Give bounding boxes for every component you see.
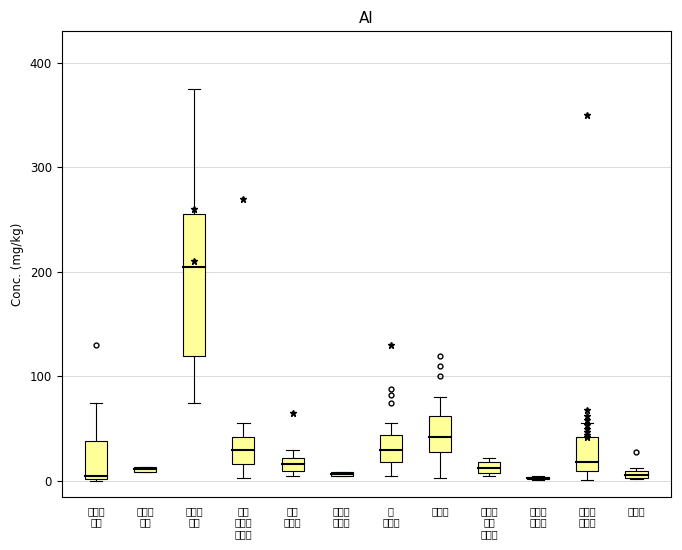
Title: Al: Al: [359, 11, 374, 26]
Bar: [380, 435, 402, 462]
Bar: [85, 441, 107, 479]
Bar: [233, 437, 254, 464]
Bar: [331, 471, 353, 476]
Bar: [527, 477, 549, 479]
Bar: [282, 458, 303, 471]
Bar: [183, 214, 205, 355]
Bar: [478, 462, 500, 472]
Bar: [134, 468, 156, 471]
Bar: [576, 437, 598, 471]
Y-axis label: Conc. (mg/kg): Conc. (mg/kg): [11, 222, 24, 306]
Bar: [429, 416, 451, 452]
Bar: [625, 471, 647, 478]
